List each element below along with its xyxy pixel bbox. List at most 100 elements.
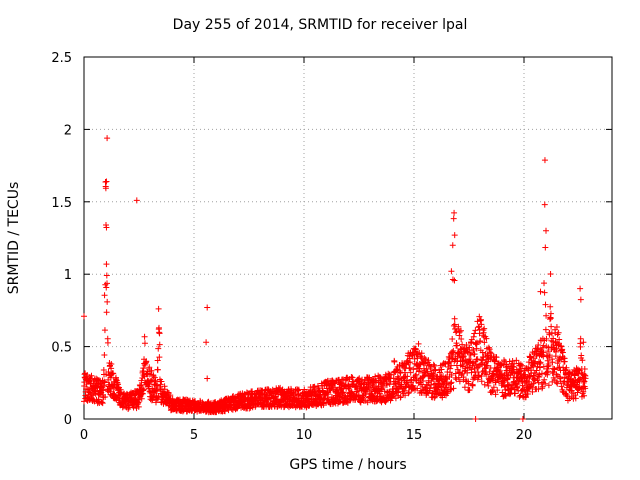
data-point (489, 387, 496, 394)
data-point (553, 379, 560, 386)
data-point (494, 387, 501, 394)
y-tick-label: 1.5 (51, 196, 72, 211)
data-point (337, 380, 344, 387)
data-point (413, 371, 420, 378)
data-point (151, 374, 158, 381)
data-point (531, 376, 538, 383)
data-point (348, 374, 355, 381)
data-point (425, 357, 432, 364)
data-point (582, 375, 589, 382)
data-point (489, 388, 496, 395)
data-point (405, 390, 412, 397)
data-point (104, 339, 111, 346)
data-point (440, 373, 447, 380)
data-point (404, 373, 411, 380)
data-point (559, 346, 566, 353)
data-point (99, 384, 106, 391)
data-point (484, 362, 491, 369)
data-point (466, 386, 473, 393)
y-axis-label: SRMTID / TECUs (6, 181, 22, 295)
data-point (485, 382, 492, 389)
data-point (454, 357, 461, 364)
data-point (579, 357, 586, 364)
data-point (535, 341, 542, 348)
data-point (460, 353, 467, 360)
data-point (152, 399, 159, 406)
data-point (154, 357, 161, 364)
data-point (86, 374, 93, 381)
data-point (204, 375, 211, 382)
data-point (492, 391, 499, 398)
data-point (103, 221, 109, 228)
data-point (561, 358, 568, 365)
data-point (542, 301, 549, 308)
data-point (383, 381, 390, 388)
data-point (492, 358, 499, 365)
data-point (547, 303, 554, 310)
data-point (539, 383, 546, 390)
data-point (115, 381, 122, 388)
x-tick-label: 0 (80, 428, 88, 443)
data-point (552, 338, 559, 345)
data-point (412, 346, 419, 353)
data-point (553, 324, 560, 331)
data-point (530, 380, 537, 387)
data-point (488, 350, 495, 357)
data-point (450, 347, 457, 354)
data-point (450, 322, 457, 329)
data-point (154, 382, 161, 389)
data-point (540, 342, 547, 349)
data-point (512, 390, 519, 397)
data-point (141, 340, 148, 347)
data-point (148, 367, 155, 374)
data-point (577, 296, 584, 303)
data-point (542, 380, 549, 387)
data-point (100, 382, 107, 389)
data-point (519, 416, 526, 422)
data-point (204, 304, 211, 311)
data-point (414, 350, 421, 357)
data-point (438, 366, 445, 373)
data-point (543, 227, 549, 234)
data-point (556, 336, 563, 343)
data-series (81, 135, 589, 422)
data-point (581, 378, 588, 385)
data-point (542, 244, 549, 251)
data-point (478, 378, 485, 385)
data-point (545, 344, 552, 351)
data-point (161, 386, 168, 393)
data-point (517, 361, 524, 368)
data-point (476, 326, 483, 333)
data-point (536, 371, 543, 378)
data-point (102, 185, 109, 192)
data-point (391, 358, 398, 365)
data-point (450, 215, 457, 222)
data-point (448, 379, 455, 386)
data-point (476, 313, 483, 320)
data-point (135, 396, 142, 403)
data-point (401, 369, 408, 376)
data-point (103, 178, 110, 185)
data-point (414, 385, 421, 392)
data-point (541, 376, 548, 383)
data-point (474, 356, 481, 363)
data-point (537, 359, 544, 366)
data-point (153, 388, 160, 395)
data-point (481, 325, 488, 332)
data-point (412, 372, 419, 379)
data-point (395, 389, 402, 396)
data-point (452, 370, 459, 377)
data-point (101, 352, 108, 359)
data-point (103, 309, 110, 316)
data-point (493, 354, 500, 361)
data-point (456, 328, 463, 335)
data-point (140, 387, 147, 394)
data-point (456, 378, 463, 385)
data-point (529, 388, 536, 395)
data-point (389, 393, 396, 400)
x-axis-label: GPS time / hours (289, 457, 407, 473)
data-point (410, 366, 417, 373)
data-point (412, 376, 419, 383)
data-point (577, 285, 584, 292)
